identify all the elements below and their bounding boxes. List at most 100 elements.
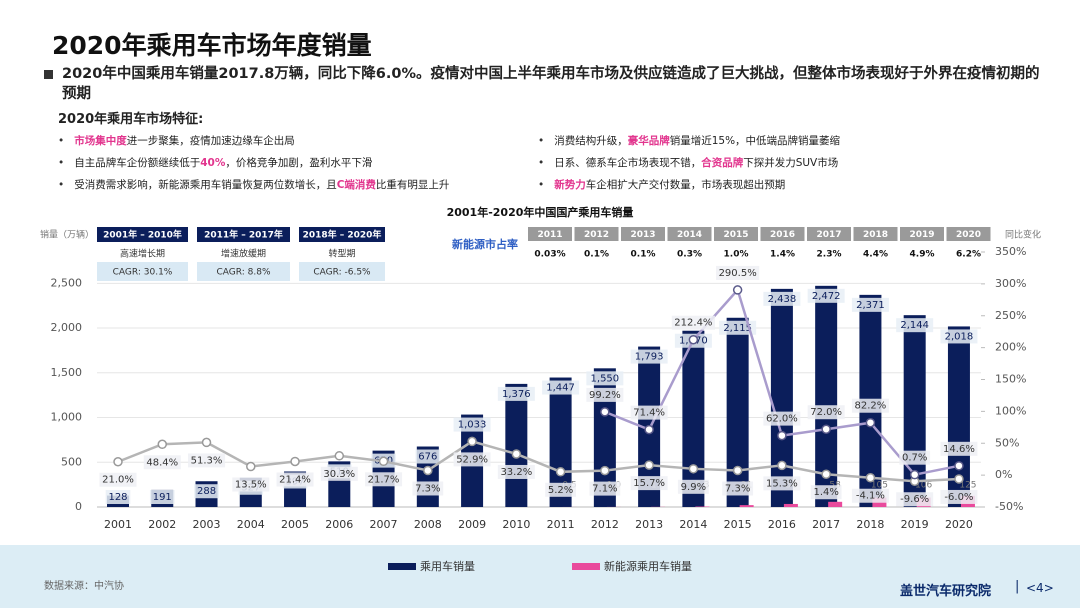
data-label: 290.5% <box>719 268 757 279</box>
data-label: 1,376 <box>502 389 531 400</box>
period-range: 2011年 – 2017年 <box>204 229 283 241</box>
data-label-bg <box>940 441 978 456</box>
bar <box>947 326 970 507</box>
legend-label: 乘用车销量 <box>420 559 475 573</box>
page-number: <4> <box>1026 581 1054 595</box>
data-label: 125 <box>959 481 976 491</box>
data-label: 1,550 <box>591 373 620 384</box>
data-label-bg <box>807 288 845 303</box>
data-label: 21.4% <box>279 474 311 485</box>
share-year: 2014 <box>677 230 702 240</box>
data-label: 82.2% <box>855 401 887 412</box>
data-label: 7.3% <box>725 483 750 494</box>
line-point <box>644 424 654 435</box>
legend-label: 新能源乘用车销量 <box>604 559 692 573</box>
x-tick-label: 2014 <box>679 518 707 531</box>
line-point <box>732 285 743 295</box>
data-label-bg <box>810 485 842 500</box>
line-point <box>821 424 831 434</box>
x-tick-label: 2005 <box>281 518 309 531</box>
chart-title: 2001年-2020年中国国产乘用车销量 <box>447 205 634 219</box>
data-label: 2,438 <box>768 294 797 305</box>
feature-text: 进一步聚集，疫情加速边缘车企出局 <box>126 135 295 147</box>
share-year: 2012 <box>584 230 609 240</box>
feature-text: 豪华品牌 <box>627 135 670 147</box>
data-label: 99.2% <box>589 390 621 401</box>
share-value: 1.4% <box>770 250 795 260</box>
data-label-bg <box>716 265 760 280</box>
feature-text: 市场集中度 <box>74 135 127 147</box>
line-point <box>909 469 920 480</box>
feature-text: 下探并发力SUV市场 <box>743 157 839 169</box>
data-label-bg <box>807 405 845 420</box>
share-year: 2013 <box>630 230 655 240</box>
bar <box>770 288 793 507</box>
feature-item: 日系、德系车企市场表现不错，合资品牌下探并发力SUV市场 <box>538 152 840 174</box>
line-point <box>688 334 699 345</box>
data-label-bg <box>365 472 403 487</box>
share-year: 2019 <box>909 230 934 240</box>
bar <box>783 503 798 507</box>
line-point <box>423 465 433 476</box>
data-label-bg <box>851 398 889 413</box>
x-tick-label: 2012 <box>591 518 619 531</box>
period-phase: 高速增长期 <box>120 248 165 260</box>
data-label-bg <box>899 450 931 465</box>
period-cagr-bg <box>97 262 188 281</box>
data-label: 105 <box>871 481 888 491</box>
period-cagr: CAGR: 30.1% <box>113 268 173 278</box>
data-label: 7.3% <box>415 483 440 494</box>
y-tick-label: 0 <box>75 500 82 513</box>
data-label-bg <box>722 481 754 496</box>
data-label-bg <box>412 481 444 496</box>
line-point <box>600 465 610 476</box>
feature-text: 自主品牌车企份额继续低于 <box>74 157 201 169</box>
x-tick-label: 2008 <box>414 518 442 531</box>
y-tick-label: 1,000 <box>51 411 83 424</box>
share-year: 2017 <box>816 230 841 240</box>
feature-item: 市场集中度进一步聚集，疫情加速边缘车企出局 <box>58 130 449 152</box>
data-label-bg <box>586 387 624 402</box>
x-tick-label: 2011 <box>547 518 575 531</box>
data-label-bg <box>149 490 175 504</box>
x-tick-label: 2019 <box>901 518 929 531</box>
line-point <box>201 437 212 448</box>
x-tick-label: 2010 <box>502 518 530 531</box>
line-point <box>954 474 964 484</box>
data-label-bg <box>542 380 580 395</box>
data-label-bg <box>896 492 934 507</box>
y-tick-label: 1,500 <box>51 366 83 379</box>
data-label-bg <box>940 329 978 344</box>
line-point <box>290 456 300 467</box>
data-label: 2,115 <box>723 323 752 334</box>
line-point <box>777 460 787 471</box>
share-year: 2020 <box>956 230 981 240</box>
feature-text: 合资品牌 <box>701 157 744 169</box>
data-label-bg <box>851 297 889 312</box>
data-label-bg <box>851 488 889 503</box>
y2-tick-label: 0% <box>995 468 1012 481</box>
period-cagr: CAGR: 8.8% <box>217 268 271 278</box>
data-label-bg <box>453 452 491 467</box>
data-label-bg <box>630 349 668 364</box>
bar <box>828 501 843 507</box>
data-label: 51.3% <box>191 455 223 466</box>
share-value: 4.4% <box>863 250 888 260</box>
share-value: 0.1% <box>584 250 609 260</box>
bar <box>815 285 838 507</box>
period-phase: 增速放缓期 <box>221 248 266 260</box>
share-value: 0.3% <box>677 250 702 260</box>
data-label-bg <box>453 417 491 432</box>
line-point <box>246 461 256 472</box>
feature-item: 受消费需求影响，新能源乘用车销量恢复两位数增长，且C端消费比重有明显上升 <box>58 174 449 196</box>
data-label: 52.9% <box>456 454 488 465</box>
y2-tick-label: 50% <box>995 436 1019 449</box>
data-label: 1,447 <box>546 383 575 394</box>
data-label: 62.0% <box>766 414 798 425</box>
y2-tick-label: 250% <box>995 309 1026 322</box>
bar <box>593 368 616 507</box>
x-tick-label: 2018 <box>856 518 884 531</box>
line-point <box>865 472 876 483</box>
data-label-bg <box>105 490 131 504</box>
